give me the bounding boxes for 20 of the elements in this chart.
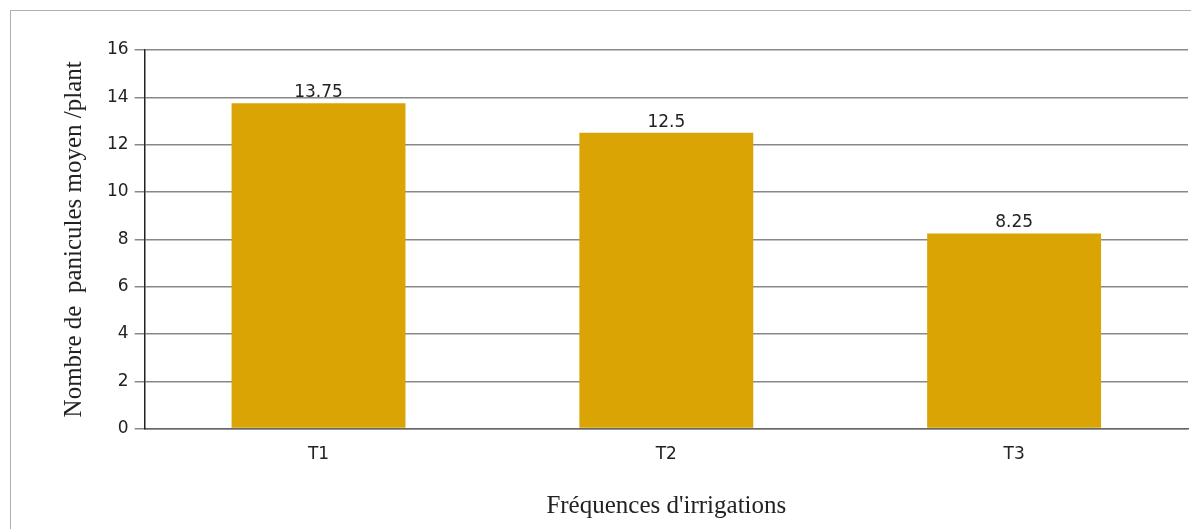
x-axis-title: Fréquences d'irrigations (546, 490, 787, 518)
data-label: 12.5 (647, 110, 686, 131)
bar (231, 103, 406, 428)
x-tick-label: T1 (306, 443, 330, 464)
data-label: 8.25 (995, 211, 1034, 232)
y-tick-label: 12 (106, 133, 129, 154)
y-tick-label: 14 (106, 85, 129, 106)
y-tick-label: 10 (106, 180, 129, 201)
x-tick-label: T2 (654, 443, 677, 464)
y-tick-label: 8 (117, 227, 129, 248)
data-label: 13.75 (294, 81, 343, 102)
y-tick-label: 4 (117, 322, 129, 343)
y-axis-title: Nombre de panicules moyen /plant (58, 61, 86, 418)
x-tick-label: T3 (1002, 443, 1025, 464)
bar (579, 132, 754, 428)
y-tick-label: 6 (117, 275, 129, 296)
y-tick-label: 0 (117, 417, 129, 438)
bar (927, 233, 1102, 428)
y-tick-label: 16 (106, 38, 129, 59)
y-tick-label: 2 (117, 369, 129, 390)
